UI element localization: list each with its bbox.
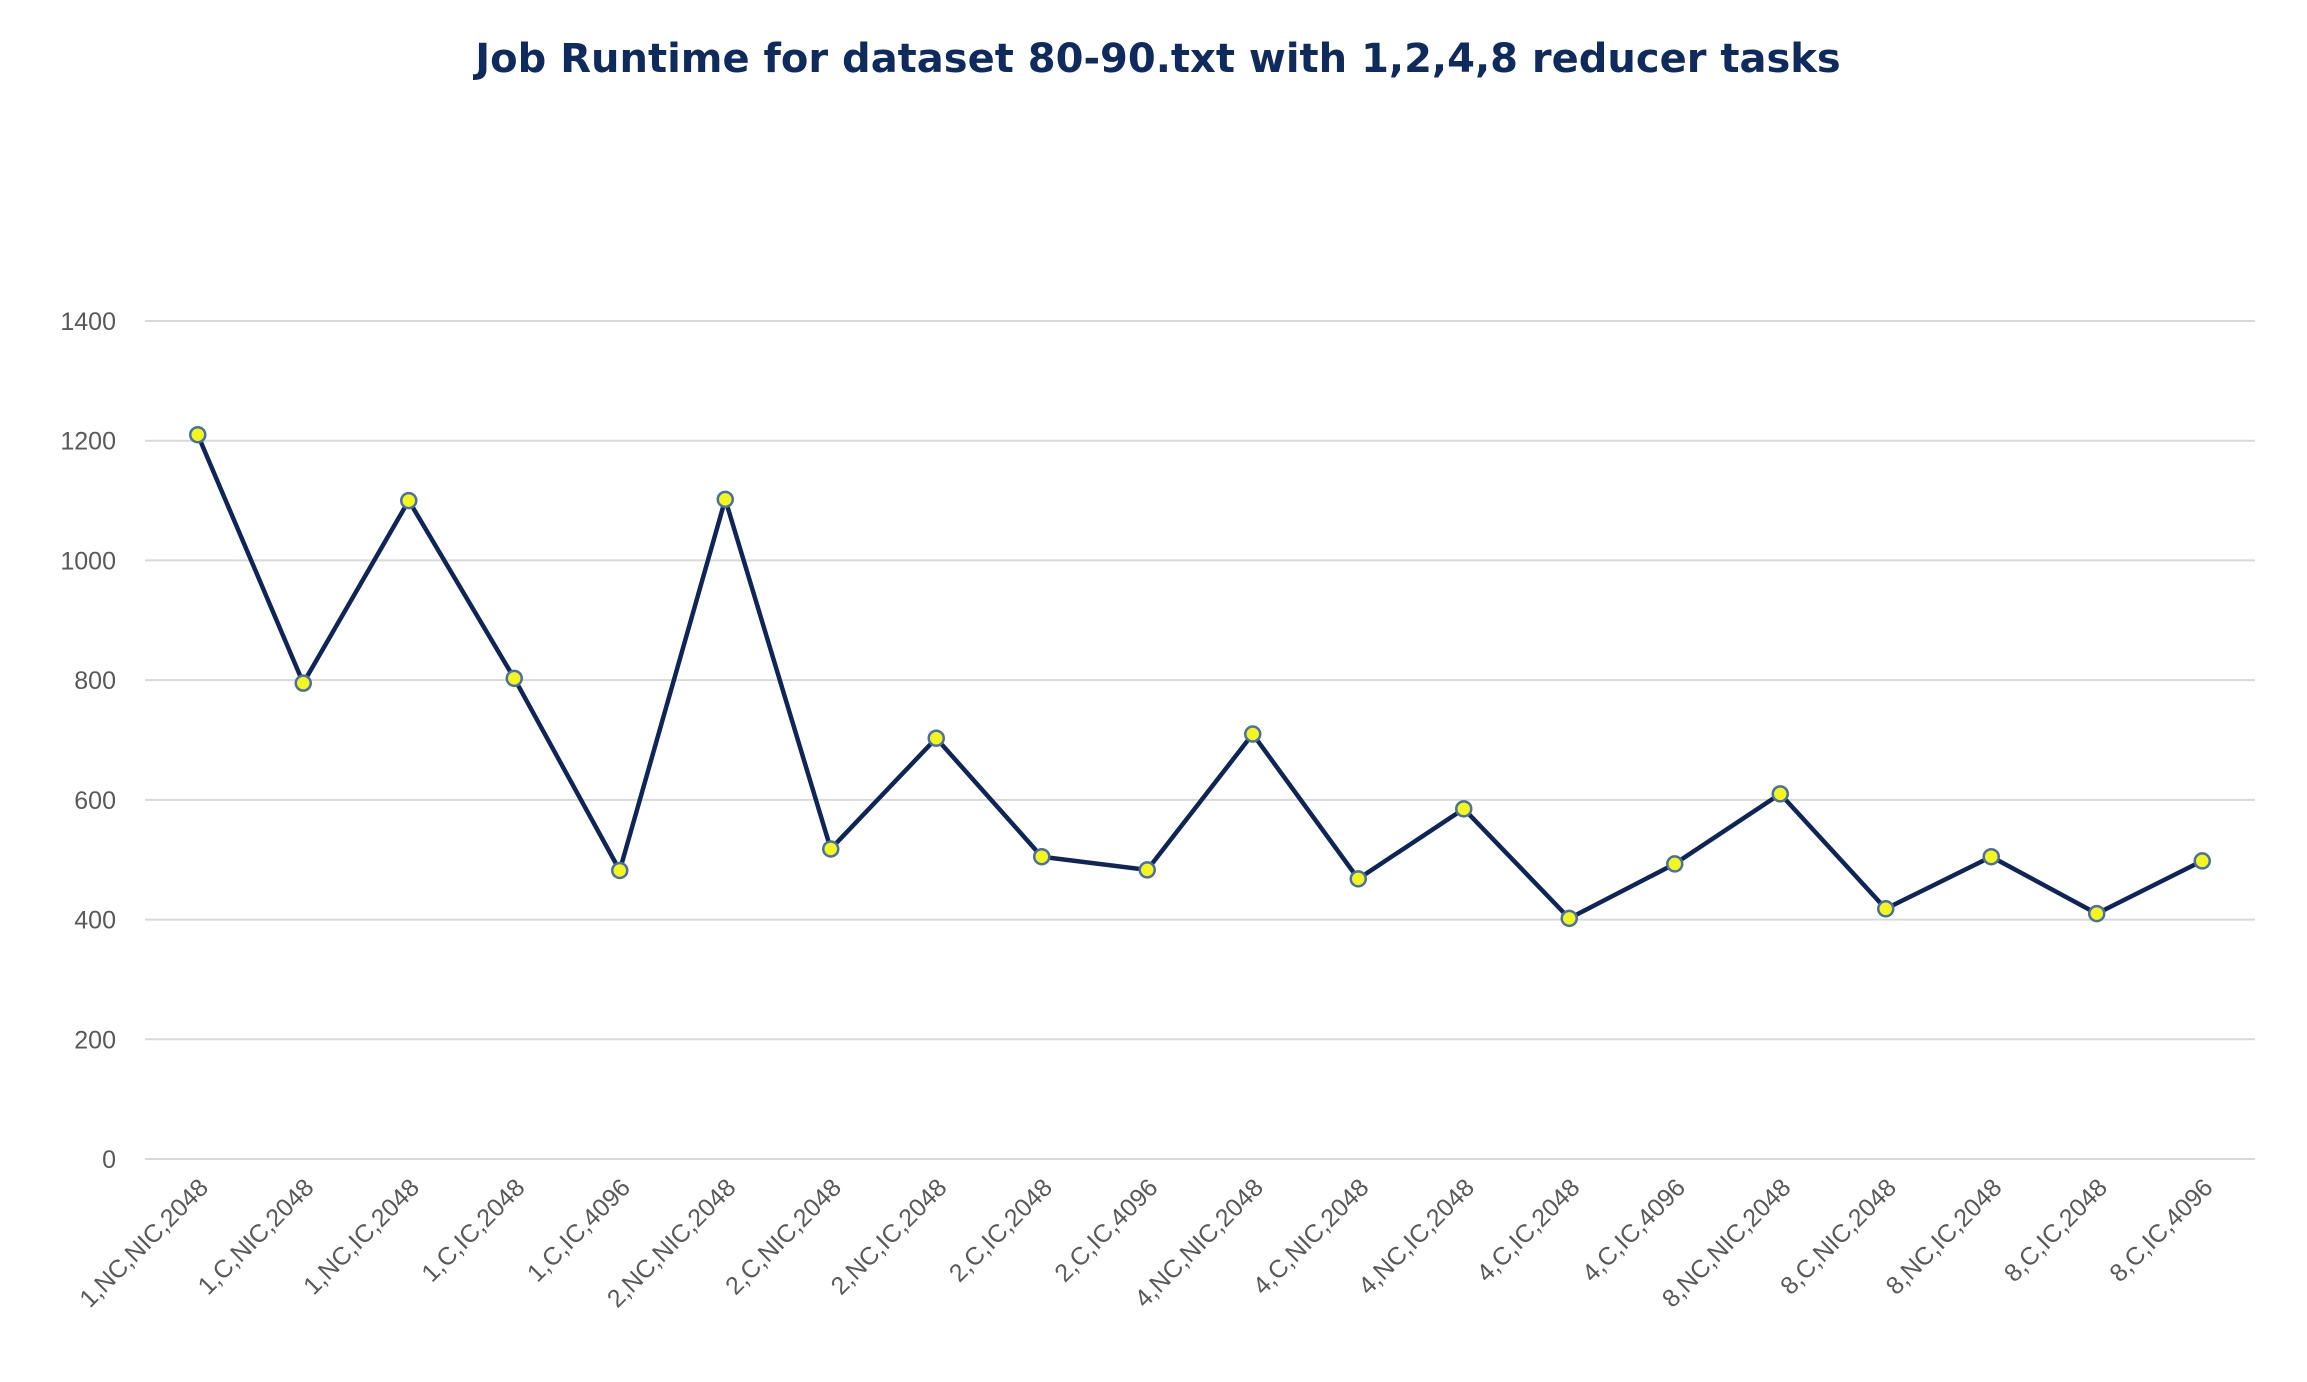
- data-point: [1349, 870, 1367, 888]
- series-line: [195, 433, 2204, 921]
- data-point: [1138, 861, 1156, 879]
- data-point: [716, 490, 734, 509]
- x-tick-label: 1,C,IC,2048: [416, 1173, 530, 1287]
- data-point: [927, 729, 945, 747]
- data-point: [611, 861, 629, 880]
- data-point: [1455, 800, 1473, 818]
- data-point: [1033, 847, 1051, 866]
- data-point: [2088, 904, 2106, 923]
- data-point: [400, 491, 418, 510]
- data-point: [1771, 785, 1789, 803]
- data-point: [822, 840, 840, 858]
- x-axis-ticks: 1,NC,NIC,20481,C,NIC,20481,NC,IC,20481,C…: [74, 1173, 2218, 1313]
- y-tick-label: 1200: [60, 428, 116, 456]
- y-tick-label: 1400: [60, 308, 116, 336]
- data-point: [1982, 847, 2000, 866]
- x-tick-label: 1,NC,NIC,2048: [74, 1173, 214, 1313]
- y-tick-label: 400: [74, 907, 116, 935]
- data-point: [1244, 725, 1262, 743]
- x-tick-label: 4,C,IC,2048: [1471, 1173, 1585, 1287]
- gridlines: [145, 320, 2255, 1160]
- x-tick-label: 2,C,IC,2048: [944, 1173, 1058, 1287]
- y-tick-label: 800: [74, 667, 116, 695]
- x-tick-label: 4,C,IC,4096: [1577, 1173, 1691, 1287]
- data-point: [1560, 909, 1578, 928]
- x-tick-label: 8,C,IC,4096: [2104, 1173, 2218, 1287]
- data-point: [189, 425, 207, 444]
- data-point: [294, 674, 312, 692]
- series-line-path: [195, 433, 2204, 921]
- data-point: [2193, 852, 2211, 870]
- x-tick-label: 2,C,IC,4096: [1049, 1173, 1163, 1287]
- y-tick-label: 200: [74, 1026, 116, 1054]
- chart-title: Job Runtime for dataset 80-90.txt with 1…: [472, 36, 1840, 82]
- x-tick-label: 8,C,IC,2048: [1999, 1173, 2113, 1287]
- x-tick-label: 1,C,IC,4096: [522, 1173, 636, 1287]
- y-tick-label: 600: [74, 787, 116, 815]
- y-tick-label: 1000: [60, 547, 116, 575]
- data-point: [1666, 855, 1684, 873]
- series-markers: [189, 425, 2211, 928]
- y-tick-label: 0: [102, 1146, 116, 1174]
- data-point: [505, 669, 523, 688]
- data-point: [1877, 900, 1895, 918]
- y-axis-ticks: 0 200 400 600 800 1000 1200 1400: [60, 308, 116, 1174]
